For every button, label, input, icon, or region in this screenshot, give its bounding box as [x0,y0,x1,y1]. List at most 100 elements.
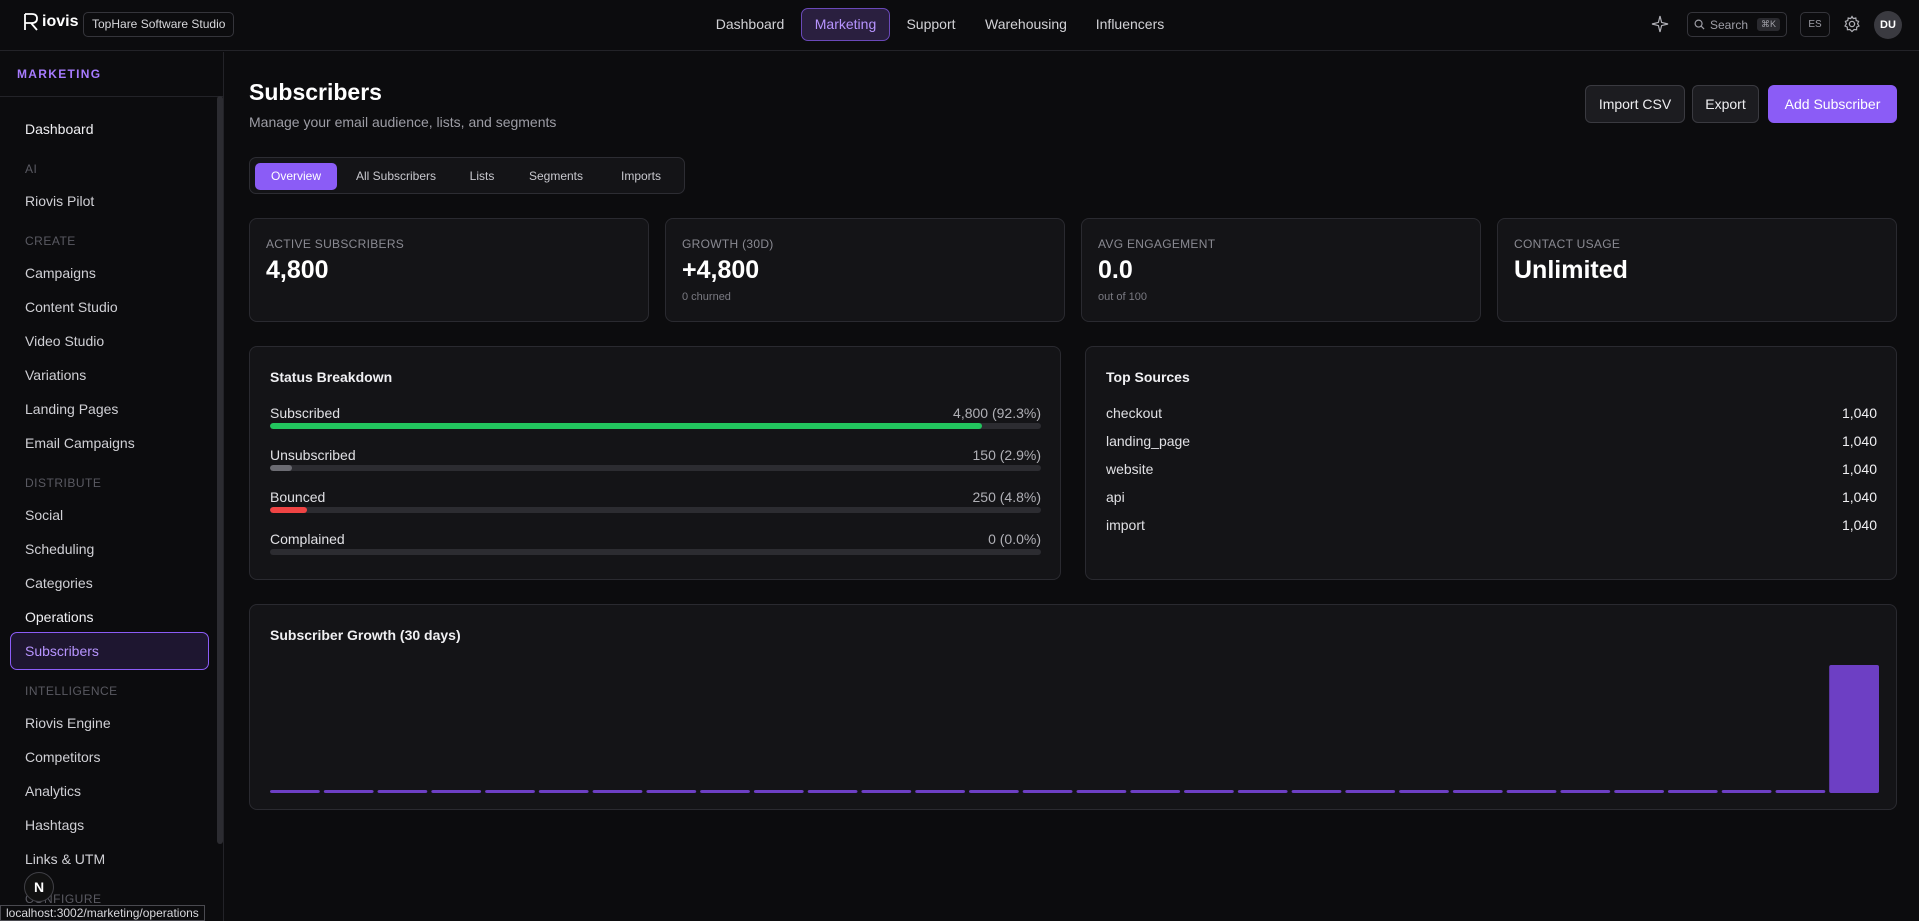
sidebar-item-pilot[interactable]: Riovis Pilot [25,193,95,209]
sidebar-item-landing-pages[interactable]: Landing Pages [25,401,119,417]
growth-bar [1130,790,1181,793]
growth-bar [1399,790,1449,793]
progress-fill [270,507,307,513]
sidebar-item-social[interactable]: Social [25,507,64,523]
stat-value: 0.0 [1098,256,1133,284]
status-bar-url: localhost:3002/marketing/operations [0,905,205,921]
stat-value: 4,800 [266,256,329,284]
topnav-warehousing[interactable]: Warehousing [985,16,1067,32]
stat-card-active: ACTIVE SUBSCRIBERS 4,800 [249,218,649,322]
logo-icon [24,13,38,31]
status-breakdown-card: Status Breakdown Subscribed 4,800 (92.3%… [249,346,1061,580]
source-name: api [1106,489,1125,505]
stat-card-engagement: AVG ENGAGEMENT 0.0 out of 100 [1081,218,1481,322]
growth-bar [431,790,482,793]
top-bar: iovis TopHare Software Studio Dashboard … [0,0,1919,51]
search-icon [1694,19,1705,30]
top-nav: Dashboard Marketing Support Warehousing … [0,0,1919,48]
sidebar-item-analytics[interactable]: Analytics [25,783,82,799]
sidebar-title: MARKETING [17,67,102,81]
gear-icon[interactable] [1843,15,1861,33]
topnav-support[interactable]: Support [906,16,956,32]
sidebar-item-engine[interactable]: Riovis Engine [25,715,111,731]
sidebar-section-ai: AI [25,162,38,176]
workspace-switcher[interactable]: TopHare Software Studio [83,12,235,37]
sidebar-item-competitors[interactable]: Competitors [25,749,101,765]
status-label: Unsubscribed [270,447,356,463]
growth-bar [969,790,1019,793]
growth-bar [646,790,697,793]
source-count: 1,040 [1841,433,1877,449]
sidebar-item-dashboard[interactable]: Dashboard [25,121,94,137]
sidebar-item-operations[interactable]: Operations [25,609,94,625]
topnav-marketing[interactable]: Marketing [801,8,890,41]
stat-label: CONTACT USAGE [1514,237,1621,251]
search-button[interactable]: Search ⌘K [1687,12,1787,37]
growth-bar [1775,790,1826,793]
progress-track [270,549,1041,555]
topnav-dashboard[interactable]: Dashboard [715,16,785,32]
card-title: Top Sources [1106,369,1190,385]
status-value: 0 (0.0%) [988,531,1041,547]
subscriber-growth-card: Subscriber Growth (30 days) [249,604,1897,810]
language-button[interactable]: ES [1800,12,1830,37]
sidebar-section-intelligence: INTELLIGENCE [25,684,118,698]
sidebar-item-hashtags[interactable]: Hashtags [25,817,85,833]
growth-bar [1560,790,1611,793]
growth-bar [377,790,428,793]
sidebar-item-subscribers[interactable]: Subscribers [10,632,209,670]
sidebar-item-email-campaigns[interactable]: Email Campaigns [25,435,135,451]
app-logo[interactable]: iovis [23,13,78,31]
growth-bar [1614,790,1664,793]
stat-sub: out of 100 [1098,291,1147,303]
progress-fill [270,423,982,429]
growth-bar [1184,790,1234,793]
source-name: checkout [1106,405,1163,421]
status-label: Subscribed [270,405,341,421]
sidebar-item-variations[interactable]: Variations [25,367,87,383]
sidebar-item-video-studio[interactable]: Video Studio [25,333,105,349]
growth-bar [1076,790,1127,793]
growth-bar [807,790,858,793]
tab-bar: Overview All Subscribers Lists Segments … [249,157,685,194]
sparkle-icon[interactable] [1651,15,1669,33]
logo-text: iovis [42,13,79,30]
stat-label: GROWTH (30D) [682,237,774,251]
user-avatar[interactable]: DU [1874,11,1902,39]
growth-bar [323,790,374,793]
import-csv-button[interactable]: Import CSV [1585,85,1685,123]
sidebar-header: MARKETING [0,52,223,97]
dev-tools-button[interactable]: N [24,872,54,902]
sidebar-item-links-utm[interactable]: Links & UTM [25,851,106,867]
source-name: import [1106,517,1145,533]
tab-overview[interactable]: Overview [255,163,337,190]
growth-bar [1291,790,1342,793]
tab-segments[interactable]: Segments [528,169,584,183]
topnav-influencers[interactable]: Influencers [1095,16,1165,32]
sidebar-section-create: CREATE [25,234,76,248]
sidebar-item-campaigns[interactable]: Campaigns [25,265,96,281]
status-label: Complained [270,531,345,547]
stat-card-usage: CONTACT USAGE Unlimited [1497,218,1897,322]
growth-bar [1829,665,1879,793]
source-name: landing_page [1106,433,1191,449]
source-name: website [1106,461,1154,477]
growth-bar [592,790,643,793]
growth-bar [1506,790,1557,793]
sidebar-item-scheduling[interactable]: Scheduling [25,541,95,557]
status-value: 150 (2.9%) [972,447,1041,463]
progress-track [270,507,1041,513]
tab-lists[interactable]: Lists [469,169,495,183]
growth-bar [538,790,589,793]
tab-all-subscribers[interactable]: All Subscribers [355,169,437,183]
export-button[interactable]: Export [1692,85,1759,123]
add-subscriber-button[interactable]: Add Subscriber [1768,85,1897,123]
sidebar-item-content-studio[interactable]: Content Studio [25,299,118,315]
stat-label: AVG ENGAGEMENT [1098,237,1216,251]
growth-bar [1721,790,1772,793]
card-title: Status Breakdown [270,369,393,385]
top-sources-card: Top Sources checkout 1,040 landing_page … [1085,346,1897,580]
sidebar-scrollbar[interactable] [217,96,223,844]
tab-imports[interactable]: Imports [620,169,661,183]
sidebar-item-categories[interactable]: Categories [25,575,93,591]
